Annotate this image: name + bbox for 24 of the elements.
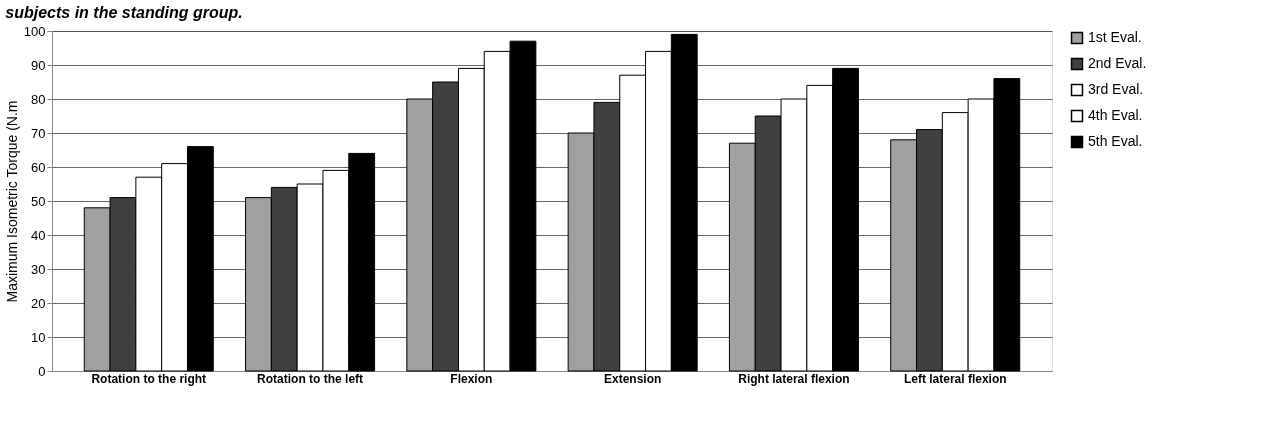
x-tick-label: Rotation to the right bbox=[91, 371, 207, 386]
y-tick-label: 80 bbox=[31, 91, 46, 107]
y-tick-label: 90 bbox=[31, 57, 46, 73]
y-tick-label: 10 bbox=[31, 329, 46, 345]
y-tick-label: 40 bbox=[31, 227, 46, 243]
legend-label: 1st Eval. bbox=[1088, 29, 1142, 45]
legend-label: 2nd Eval. bbox=[1088, 55, 1147, 71]
x-tick-label: Left lateral flexion bbox=[903, 371, 1007, 386]
x-tick-label: Right lateral flexion bbox=[738, 371, 850, 386]
x-tick-label: Extension bbox=[603, 371, 662, 386]
y-tick-label: 70 bbox=[31, 125, 46, 141]
y-tick-label: 100 bbox=[23, 23, 46, 39]
legend-label: 3rd Eval. bbox=[1088, 81, 1144, 97]
y-tick-label: 0 bbox=[38, 363, 46, 379]
x-tick-label: Flexion bbox=[450, 371, 493, 386]
y-tick-label: 60 bbox=[31, 159, 46, 175]
chart-title: subjects in the standing group. bbox=[5, 4, 243, 21]
legend-label: 5th Eval. bbox=[1088, 133, 1143, 149]
legend-label: 4th Eval. bbox=[1088, 107, 1143, 123]
y-tick-label: 30 bbox=[31, 261, 46, 277]
y-tick-label: 20 bbox=[31, 295, 46, 311]
x-tick-label: Rotation to the left bbox=[257, 371, 364, 386]
y-tick-label: 50 bbox=[31, 193, 46, 209]
y-axis-title: Maximum Isometric Torque (N.m bbox=[3, 100, 20, 303]
